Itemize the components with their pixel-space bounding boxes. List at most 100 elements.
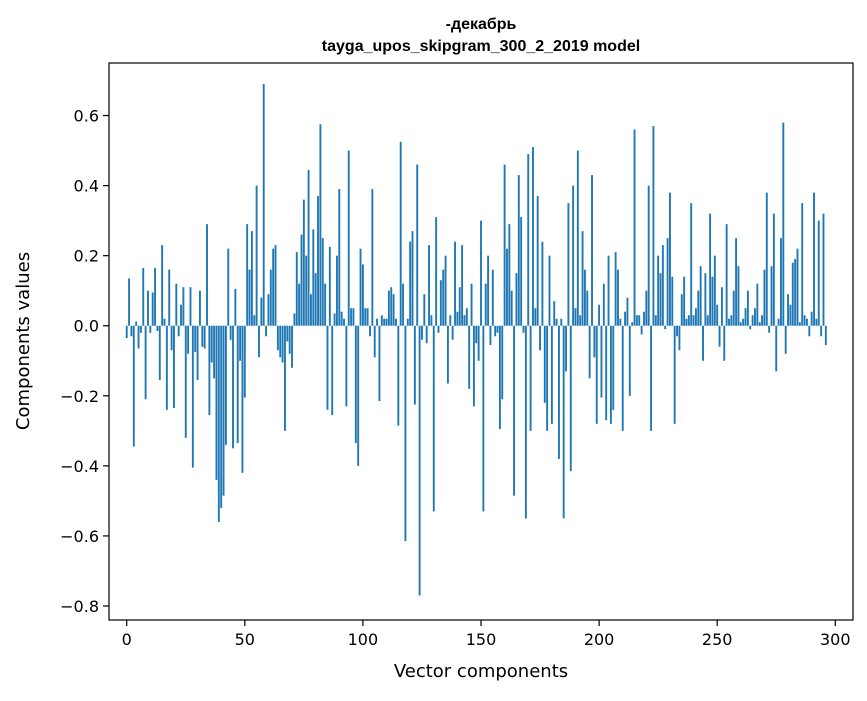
bar [217,325,220,522]
bar [135,321,138,326]
bar [742,318,745,326]
bar [446,325,449,384]
bar [638,315,641,326]
bar [234,288,237,326]
bar [461,245,464,326]
bar [147,290,149,326]
bar [300,234,303,326]
y-tick-label: 0.6 [74,107,99,126]
bar [754,308,756,326]
bar [383,318,386,326]
bar [364,308,367,326]
bar [444,255,447,326]
y-tick-label: 0.4 [74,177,99,196]
bar [756,283,759,326]
bar [385,318,388,326]
bar [288,325,291,354]
bar [579,315,582,326]
bar [612,325,615,410]
bar [359,248,362,326]
bar [413,325,416,405]
bar [326,325,329,410]
bar [718,325,721,347]
bar [761,315,764,326]
bar [130,325,133,337]
bar [132,325,135,447]
bar [794,259,797,326]
bar [822,213,825,326]
bar [558,325,560,459]
bar [137,325,140,349]
bar [720,287,723,326]
y-axis-ticks: −0.8 −0.6 −0.4 −0.2 0.0 0.2 0.4 0.6 [60,107,109,616]
bar [687,315,690,326]
bar [770,266,773,326]
bar [650,325,652,431]
bar [210,325,213,363]
chart-title-line2: tayga_upos_skipgram_300_2_2019 model [322,38,640,55]
bar [333,313,336,326]
bar [229,325,232,340]
bar [765,192,768,326]
bar [515,273,518,326]
bar [513,325,516,496]
bar [284,325,286,431]
bar [399,141,402,326]
bar [713,255,716,326]
bar [735,238,738,326]
bar [626,297,629,326]
bar [324,283,327,326]
bar [208,325,211,416]
bar [416,164,419,326]
bar [128,278,131,326]
bar [763,269,766,326]
bar [425,325,428,344]
bar [631,322,634,326]
bar [643,311,645,326]
bar [402,283,404,326]
bar [536,196,539,326]
bar [175,283,178,326]
bar [645,290,648,326]
bar [782,122,785,326]
bar [633,129,636,326]
y-axis-label: Components values [13,252,34,430]
bar [640,325,643,335]
x-tick-label: 100 [348,630,379,649]
bar [201,325,204,347]
bar [737,266,740,326]
bar [156,325,159,331]
bar [503,164,506,326]
bar [357,325,360,466]
bar [215,325,218,480]
bar [125,325,128,338]
bar [144,325,147,400]
bar [699,266,702,326]
bar [260,297,263,326]
y-tick-label: −0.6 [60,527,99,546]
bar [203,325,206,349]
bar [491,269,494,326]
bar [553,301,556,326]
x-axis-label: Vector components [394,661,568,682]
bar [442,269,445,326]
bar [435,217,438,326]
bar [163,318,166,326]
bar [692,315,695,326]
bar [671,276,674,326]
bar [139,325,142,333]
bar [314,273,317,326]
bar [548,255,551,326]
x-axis-ticks: 0 50 100 150 200 250 300 [122,620,851,649]
bar [267,294,270,326]
bar [820,325,823,337]
bar [510,290,513,326]
bar [730,315,733,326]
bar [678,325,681,351]
bar [151,292,154,326]
bar [728,318,730,326]
bar [539,325,541,351]
bar [697,290,700,326]
y-tick-label: −0.8 [60,597,99,616]
